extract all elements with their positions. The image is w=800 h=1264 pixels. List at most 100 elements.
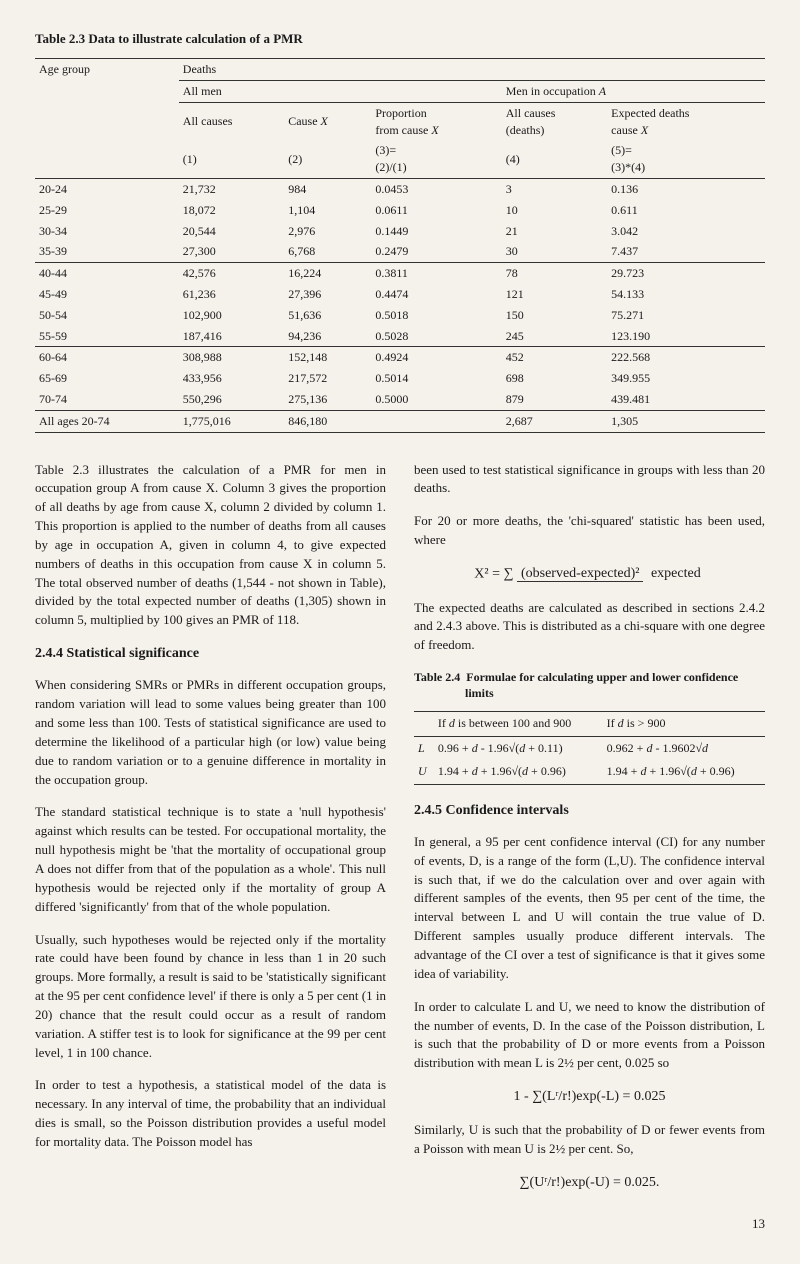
table-2-3: Age group Deaths All men Men in occupati…: [35, 58, 765, 432]
row-c2: 275,136: [284, 389, 371, 410]
th-n3: (3)=(2)/(1): [371, 140, 501, 178]
row-c4: 150: [502, 305, 607, 326]
t24-U2: 1.94 + d + 1.96√(d + 0.96): [603, 760, 765, 784]
row-c5: 349.955: [607, 368, 765, 389]
row-c4: 245: [502, 326, 607, 347]
t24-h2: If d is > 900: [603, 712, 765, 736]
right-column: been used to test statistical significan…: [414, 461, 765, 1208]
right-p2: For 20 or more deaths, the 'chi-squared'…: [414, 512, 765, 550]
row-c1: 42,576: [179, 263, 284, 284]
left-p1: Table 2.3 illustrates the calculation of…: [35, 461, 386, 631]
row-c4: 78: [502, 263, 607, 284]
row-c5: 439.481: [607, 389, 765, 410]
heading-244: 2.4.4 Statistical significance: [35, 644, 386, 664]
row-c1: 102,900: [179, 305, 284, 326]
t24-U: U: [414, 760, 434, 784]
row-c3: 0.2479: [371, 241, 501, 262]
th-c1: All causes: [179, 102, 284, 140]
row-c1: 550,296: [179, 389, 284, 410]
row-c5: 222.568: [607, 347, 765, 368]
row-c1: 18,072: [179, 200, 284, 221]
t24-L: L: [414, 736, 434, 760]
row-c2: 217,572: [284, 368, 371, 389]
row-c3: 0.5014: [371, 368, 501, 389]
total-label: All ages 20-74: [35, 410, 179, 432]
t24-U1: 1.94 + d + 1.96√(d + 0.96): [434, 760, 603, 784]
row-age: 70-74: [35, 389, 179, 410]
row-c5: 54.133: [607, 284, 765, 305]
th-deaths: Deaths: [179, 59, 765, 81]
th-c4: All causes(deaths): [502, 102, 607, 140]
th-c2: Cause X: [284, 102, 371, 140]
th-age-group: Age group: [35, 59, 179, 81]
row-age: 60-64: [35, 347, 179, 368]
t24-L1: 0.96 + d - 1.96√(d + 0.11): [434, 736, 603, 760]
row-c1: 433,956: [179, 368, 284, 389]
right-p1: been used to test statistical significan…: [414, 461, 765, 499]
row-c3: 0.3811: [371, 263, 501, 284]
table24-caption: Table 2.4 Formulae for calculating upper…: [414, 669, 765, 701]
row-c2: 94,236: [284, 326, 371, 347]
row-c1: 20,544: [179, 221, 284, 242]
row-age: 25-29: [35, 200, 179, 221]
row-c1: 27,300: [179, 241, 284, 262]
row-age: 65-69: [35, 368, 179, 389]
row-c3: 0.4474: [371, 284, 501, 305]
th-n2: (2): [284, 140, 371, 178]
row-c2: 984: [284, 178, 371, 199]
right-p3: The expected deaths are calculated as de…: [414, 599, 765, 656]
row-c2: 16,224: [284, 263, 371, 284]
total-c3: [371, 410, 501, 432]
th-all-men: All men: [179, 80, 502, 102]
row-c3: 0.4924: [371, 347, 501, 368]
left-p3: The standard statistical technique is to…: [35, 803, 386, 916]
row-c4: 21: [502, 221, 607, 242]
total-c2: 846,180: [284, 410, 371, 432]
row-c3: 0.1449: [371, 221, 501, 242]
left-p4: Usually, such hypotheses would be reject…: [35, 931, 386, 1063]
chi-square-formula: X² = ∑ (observed-expected)² expected: [414, 564, 765, 585]
row-age: 50-54: [35, 305, 179, 326]
right-p4: In general, a 95 per cent confidence int…: [414, 833, 765, 984]
row-c2: 152,148: [284, 347, 371, 368]
th-n4: (4): [502, 140, 607, 178]
formula-L: 1 - ∑(Lʳ/r!)exp(-L) = 0.025: [414, 1087, 765, 1107]
row-c2: 51,636: [284, 305, 371, 326]
row-c5: 0.611: [607, 200, 765, 221]
row-age: 45-49: [35, 284, 179, 305]
table23-caption: Table 2.3 Data to illustrate calculation…: [35, 30, 765, 48]
row-c3: 0.0611: [371, 200, 501, 221]
row-age: 55-59: [35, 326, 179, 347]
page-number: 13: [35, 1215, 765, 1233]
right-p6: Similarly, U is such that the probabilit…: [414, 1121, 765, 1159]
left-column: Table 2.3 illustrates the calculation of…: [35, 461, 386, 1208]
row-c1: 61,236: [179, 284, 284, 305]
row-c1: 187,416: [179, 326, 284, 347]
row-c3: 0.5028: [371, 326, 501, 347]
row-c1: 308,988: [179, 347, 284, 368]
formula-U: ∑(Uʳ/r!)exp(-U) = 0.025.: [414, 1173, 765, 1193]
row-c5: 123.190: [607, 326, 765, 347]
right-p5: In order to calculate L and U, we need t…: [414, 998, 765, 1073]
row-c4: 30: [502, 241, 607, 262]
total-c4: 2,687: [502, 410, 607, 432]
row-c4: 452: [502, 347, 607, 368]
row-c4: 10: [502, 200, 607, 221]
th-c3: Proportionfrom cause X: [371, 102, 501, 140]
row-c3: 0.5018: [371, 305, 501, 326]
row-c3: 0.0453: [371, 178, 501, 199]
row-c1: 21,732: [179, 178, 284, 199]
row-c3: 0.5000: [371, 389, 501, 410]
left-p2: When considering SMRs or PMRs in differe…: [35, 676, 386, 789]
row-age: 35-39: [35, 241, 179, 262]
table-2-4: If d is between 100 and 900 If d is > 90…: [414, 711, 765, 784]
row-age: 30-34: [35, 221, 179, 242]
row-c2: 6,768: [284, 241, 371, 262]
th-n5: (5)=(3)*(4): [607, 140, 765, 178]
th-n1: (1): [179, 140, 284, 178]
total-c1: 1,775,016: [179, 410, 284, 432]
total-c5: 1,305: [607, 410, 765, 432]
row-c2: 2,976: [284, 221, 371, 242]
row-c5: 7.437: [607, 241, 765, 262]
row-c5: 75.271: [607, 305, 765, 326]
